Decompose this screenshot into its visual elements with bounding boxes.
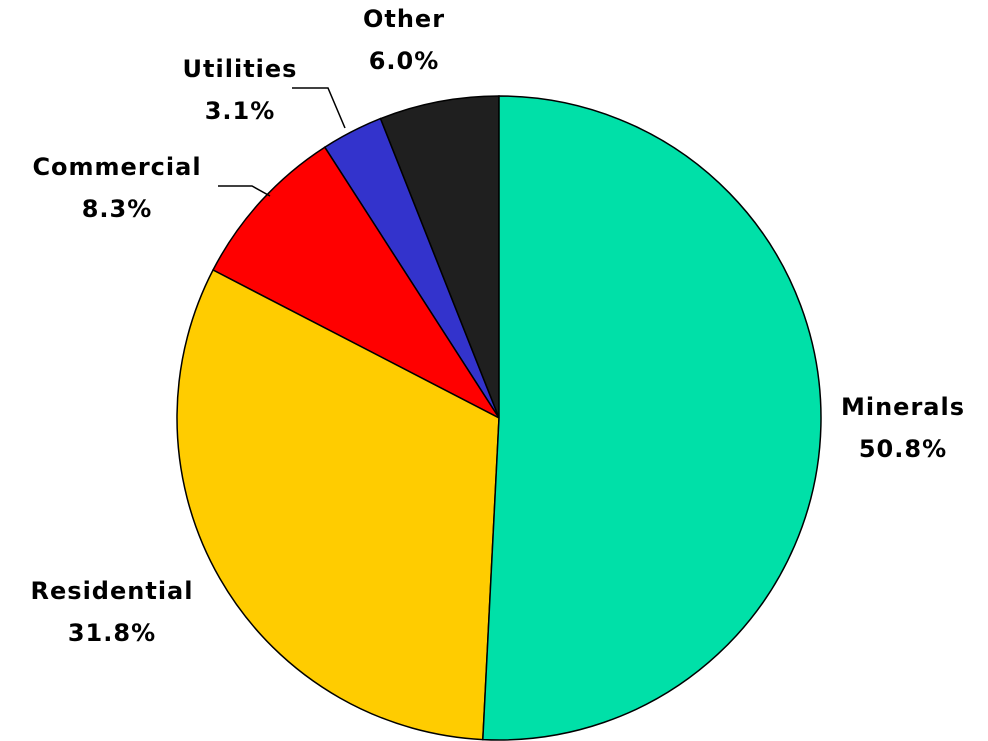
leader-line — [218, 185, 271, 197]
slice-label: Residential — [31, 577, 194, 605]
pie-slice — [379, 95, 500, 419]
leader-line — [292, 87, 346, 129]
slice-value-label: 31.8% — [68, 619, 156, 647]
slice-value-label: 3.1% — [205, 97, 276, 125]
slice-value-label: 50.8% — [859, 435, 947, 463]
slice-value-label: 6.0% — [369, 47, 440, 75]
pie-slice — [482, 95, 822, 741]
slice-label: Commercial — [32, 153, 201, 181]
pie-slice — [176, 269, 500, 741]
pie-slice — [212, 146, 502, 420]
slice-label: Utilities — [183, 55, 298, 83]
slice-value-label: 8.3% — [82, 195, 153, 223]
slice-label: Other — [363, 5, 445, 33]
slice-label: Minerals — [841, 393, 965, 421]
